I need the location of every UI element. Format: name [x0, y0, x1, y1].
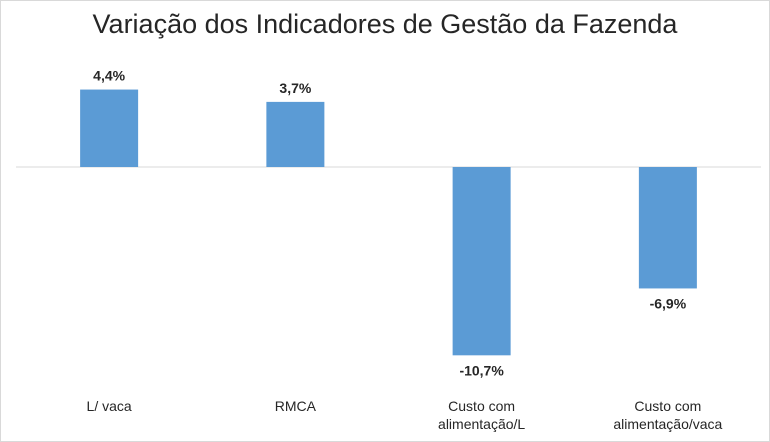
category-label-1-0: RMCA — [275, 398, 317, 414]
bar-0 — [80, 89, 139, 167]
category-label-2-0: Custo com — [448, 398, 515, 414]
data-label-3: -6,9% — [650, 295, 687, 311]
category-label-0-0: L/ vaca — [87, 398, 132, 414]
bar-2 — [452, 167, 511, 356]
bar-1 — [266, 101, 325, 167]
data-label-2: -10,7% — [459, 362, 504, 378]
data-label-0: 4,4% — [93, 68, 125, 84]
chart-title: Variação dos Indicadores de Gestão da Fa… — [92, 9, 678, 39]
category-label-2-1: alimentação/L — [438, 416, 525, 432]
bar-3 — [638, 167, 697, 289]
category-label-3-1: alimentação/vaca — [613, 416, 722, 432]
category-label-3-0: Custo com — [634, 398, 701, 414]
data-label-1: 3,7% — [279, 80, 311, 96]
